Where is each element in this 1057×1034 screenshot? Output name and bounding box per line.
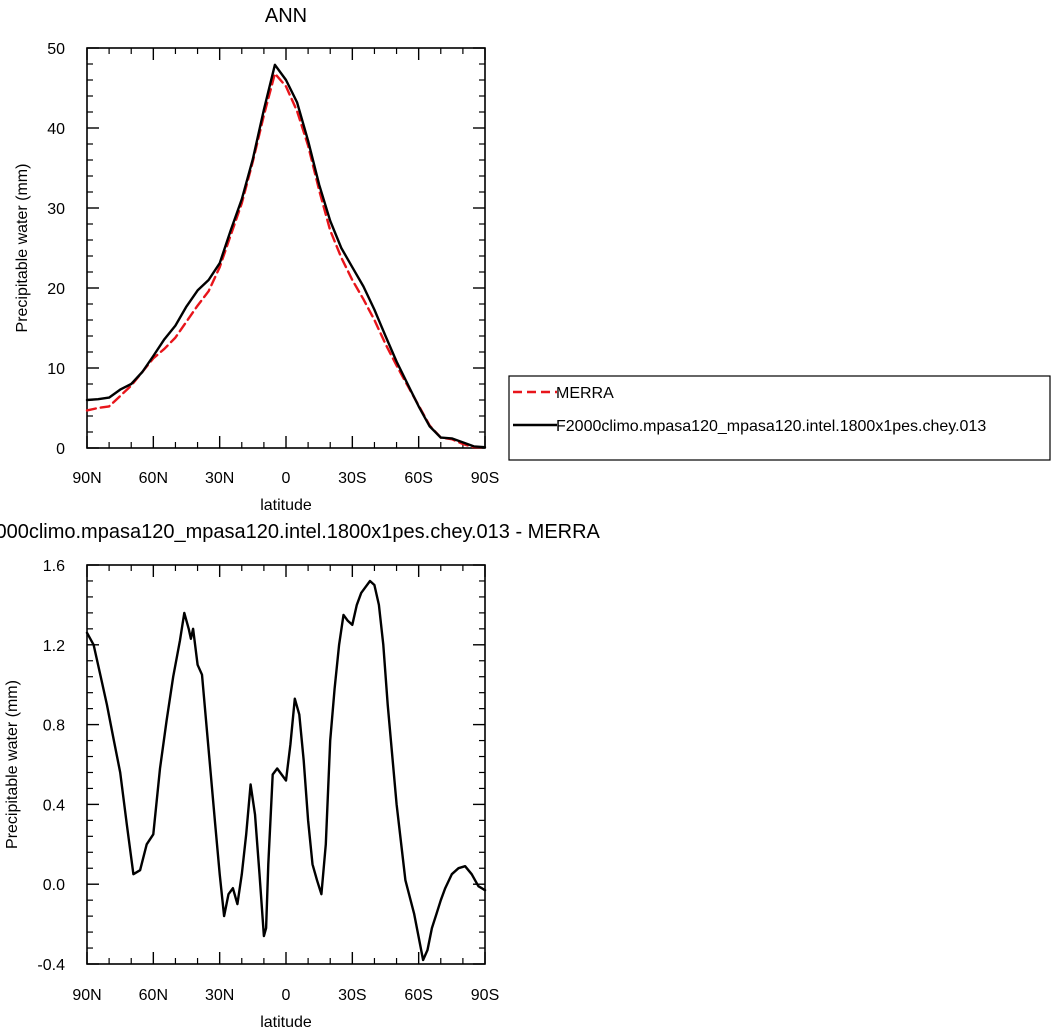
chart-title: F2000climo.mpasa120_mpasa120.intel.1800x… [0, 521, 601, 543]
y-tick-label: 30 [47, 201, 65, 218]
x-tick-label: 30S [338, 470, 366, 487]
y-tick-label: 10 [47, 361, 65, 378]
x-tick-label: 90S [471, 987, 499, 1004]
legend: MERRA F2000climo.mpasa120_mpasa120.intel.… [508, 375, 1051, 461]
x-tick-label: 30N [205, 987, 234, 1004]
plot-1: ANN 90N 60N 30N 0 30S 60S 90S 0 10 20 30 40 50 latitud… [14, 5, 1051, 514]
x-tick-label: 90N [72, 470, 101, 487]
x-tick-label: 0 [282, 987, 291, 1004]
y-tick-label: 0 [56, 441, 65, 458]
y-tick-label: 0.4 [43, 797, 65, 814]
series-line-1 [85, 72, 487, 449]
y-tick-label: 0.0 [43, 877, 65, 894]
legend-label-2: F2000climo.mpasa120_mpasa120.intel.1800x… [556, 418, 986, 435]
x-tick-label: 30S [338, 987, 366, 1004]
chart-title: ANN [265, 5, 307, 27]
legend-box [508, 375, 1051, 461]
y-tick-label: -0.4 [37, 957, 65, 974]
y-tick-label: 0.8 [43, 718, 65, 735]
y-tick-label: 20 [47, 281, 65, 298]
y-tick-label: 50 [47, 41, 65, 58]
x-tick-label: 30N [205, 470, 234, 487]
y-tick-label: 1.6 [43, 558, 65, 575]
x-tick-label: 60S [404, 987, 432, 1004]
x-axis-label: latitude [260, 497, 312, 514]
y-tick-label: 40 [47, 121, 65, 138]
series-line-2 [85, 63, 487, 449]
y-axis-label: Precipitable water (mm) [14, 164, 31, 333]
y-axis-label: Precipitable water (mm) [4, 680, 21, 849]
legend-label-1: MERRA [556, 385, 614, 402]
plot-frame [86, 47, 486, 449]
x-axis-label: latitude [260, 1014, 312, 1031]
x-tick-label: 90S [471, 470, 499, 487]
x-tick-label: 60N [139, 987, 168, 1004]
x-tick-label: 90N [72, 987, 101, 1004]
x-tick-label: 0 [282, 470, 291, 487]
series-line-1 [85, 579, 487, 962]
x-tick-label: 60N [139, 470, 168, 487]
y-tick-label: 1.2 [43, 638, 65, 655]
plot-2: F2000climo.mpasa120_mpasa120.intel.1800x… [0, 521, 601, 1031]
x-tick-label: 60S [404, 470, 432, 487]
plot-frame [86, 564, 486, 965]
